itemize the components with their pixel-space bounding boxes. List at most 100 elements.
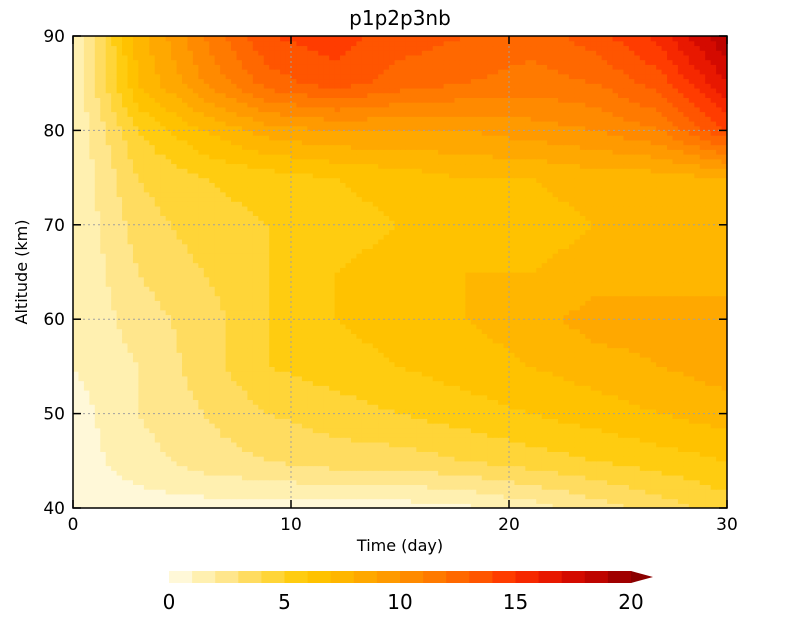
heatmap-cell bbox=[470, 352, 477, 358]
heatmap-cell bbox=[476, 437, 483, 443]
heatmap-cell bbox=[340, 352, 347, 358]
heatmap-cell bbox=[73, 432, 80, 438]
heatmap-cell bbox=[356, 399, 363, 405]
heatmap-cell bbox=[192, 498, 199, 504]
heatmap-cell bbox=[672, 342, 679, 349]
heatmap-cell bbox=[94, 323, 101, 330]
heatmap-cell bbox=[509, 319, 516, 325]
heatmap-cell bbox=[356, 333, 363, 339]
heatmap-cell bbox=[585, 456, 592, 462]
heatmap-cell bbox=[171, 446, 178, 452]
heatmap-cell bbox=[601, 493, 608, 500]
heatmap-cell bbox=[176, 380, 183, 386]
heatmap-cell bbox=[100, 503, 107, 508]
heatmap-cell bbox=[634, 366, 641, 372]
heatmap-cell bbox=[683, 418, 690, 424]
heatmap-cell bbox=[214, 489, 221, 495]
heatmap-cell bbox=[89, 503, 96, 508]
heatmap-cell bbox=[519, 418, 526, 424]
heatmap-cell bbox=[498, 366, 505, 372]
heatmap-cell bbox=[628, 356, 635, 363]
heatmap-cell bbox=[258, 408, 265, 415]
heatmap-cell bbox=[323, 385, 330, 391]
heatmap-cell bbox=[361, 423, 368, 429]
heatmap-cell bbox=[498, 456, 505, 462]
heatmap-cell bbox=[252, 390, 259, 396]
heatmap-cell bbox=[661, 484, 668, 490]
heatmap-cell bbox=[656, 427, 663, 434]
heatmap-cell bbox=[100, 441, 107, 448]
heatmap-cell bbox=[214, 404, 221, 410]
heatmap-cell bbox=[514, 394, 521, 401]
heatmap-cell bbox=[519, 333, 526, 339]
heatmap-cell bbox=[536, 408, 543, 415]
heatmap-cell bbox=[73, 413, 80, 419]
heatmap-cell bbox=[432, 470, 439, 476]
heatmap-cell bbox=[694, 328, 701, 334]
heatmap-cell bbox=[541, 446, 548, 452]
heatmap-cell bbox=[579, 390, 586, 396]
heatmap-cell bbox=[634, 460, 641, 467]
heatmap-cell bbox=[394, 361, 401, 367]
heatmap-cell bbox=[389, 394, 396, 401]
heatmap-cell bbox=[111, 399, 118, 405]
heatmap-cell bbox=[688, 460, 695, 467]
heatmap-cell bbox=[568, 413, 575, 419]
heatmap-cell bbox=[405, 375, 412, 382]
heatmap-cell bbox=[443, 328, 450, 334]
heatmap-cell bbox=[122, 338, 129, 344]
heatmap-cell bbox=[639, 437, 646, 443]
heatmap-cell bbox=[683, 375, 690, 382]
heatmap-cell bbox=[650, 404, 657, 410]
heatmap-cell bbox=[656, 489, 663, 495]
heatmap-cell bbox=[367, 432, 374, 438]
heatmap-cell bbox=[111, 380, 118, 386]
heatmap-cell bbox=[552, 319, 559, 325]
heatmap-cell bbox=[231, 385, 238, 391]
heatmap-cell bbox=[558, 333, 565, 339]
heatmap-cell bbox=[105, 361, 112, 367]
heatmap-cell bbox=[596, 390, 603, 396]
heatmap-cell bbox=[182, 408, 189, 415]
heatmap-cell bbox=[89, 375, 96, 382]
heatmap-cell bbox=[470, 390, 477, 396]
heatmap-cell bbox=[176, 328, 183, 334]
heatmap-cell bbox=[247, 489, 254, 495]
heatmap-cell bbox=[111, 413, 118, 419]
heatmap-cell bbox=[116, 319, 123, 325]
heatmap-cell bbox=[122, 333, 129, 339]
heatmap-cell bbox=[160, 371, 167, 377]
heatmap-cell bbox=[220, 456, 227, 462]
heatmap-cell bbox=[378, 441, 385, 448]
heatmap-cell bbox=[274, 493, 281, 500]
heatmap-cell bbox=[427, 366, 434, 372]
heatmap-cell bbox=[612, 479, 619, 485]
heatmap-cell bbox=[116, 418, 123, 424]
heatmap-cell bbox=[209, 385, 216, 391]
heatmap-cell bbox=[100, 333, 107, 339]
heatmap-cell bbox=[301, 479, 308, 485]
heatmap-cell bbox=[182, 446, 189, 452]
heatmap-cell bbox=[470, 404, 477, 410]
heatmap-cell bbox=[94, 456, 101, 462]
heatmap-cell bbox=[165, 352, 172, 358]
heatmap-cell bbox=[677, 503, 684, 508]
heatmap-cell bbox=[291, 493, 298, 500]
heatmap-cell bbox=[214, 474, 221, 481]
heatmap-cell bbox=[438, 437, 445, 443]
heatmap-cell bbox=[443, 352, 450, 358]
heatmap-cell bbox=[285, 380, 292, 386]
heatmap-cell bbox=[241, 427, 248, 434]
heatmap-cell bbox=[530, 451, 537, 457]
heatmap-cell bbox=[367, 441, 374, 448]
heatmap-cell bbox=[585, 503, 592, 508]
heatmap-cell bbox=[225, 394, 232, 401]
heatmap-cell bbox=[699, 323, 706, 330]
heatmap-cell bbox=[241, 319, 248, 325]
heatmap-cell bbox=[574, 385, 581, 391]
heatmap-cell bbox=[105, 470, 112, 476]
heatmap-cell bbox=[187, 309, 194, 316]
heatmap-cell bbox=[111, 460, 118, 467]
heatmap-cell bbox=[241, 484, 248, 490]
heatmap-cell bbox=[639, 380, 646, 386]
